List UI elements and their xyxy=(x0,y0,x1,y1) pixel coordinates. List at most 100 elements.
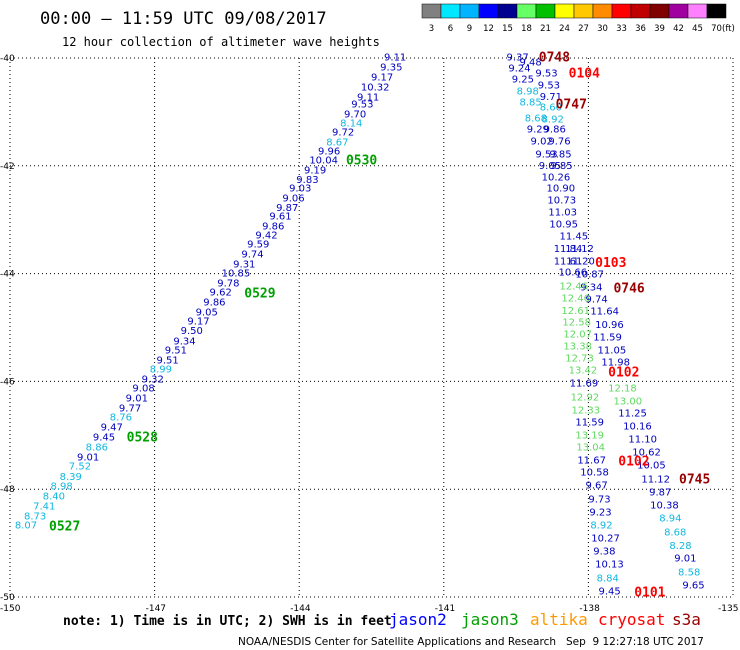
color-scale-label: 30 xyxy=(597,24,608,34)
color-scale-swatch xyxy=(459,3,480,19)
swh-label: 9.11 xyxy=(357,92,379,103)
swh-label: 9.85 xyxy=(549,149,571,160)
swh-label: 11.45 xyxy=(559,231,588,242)
legend-item-cryosat: cryosat xyxy=(598,610,665,629)
swh-label: 8.94 xyxy=(659,513,681,524)
swh-label: 10.73 xyxy=(547,195,576,206)
color-scale-label: 33 xyxy=(616,24,627,34)
legend-item-jason3: jason3 xyxy=(461,610,519,629)
swh-label: 9.05 xyxy=(196,307,218,318)
swh-label: 11.20 xyxy=(566,257,595,268)
swh-label: 9.62 xyxy=(210,287,232,298)
swh-label: 11.03 xyxy=(548,208,577,219)
swh-label: 12.73 xyxy=(565,354,594,365)
swh-label: 10.95 xyxy=(549,220,578,231)
swh-label: 10.26 xyxy=(542,173,571,184)
time-label: 0746 xyxy=(613,282,644,297)
swh-label: 10.13 xyxy=(595,560,624,571)
color-scale-swatch xyxy=(706,3,727,19)
color-scale-swatch xyxy=(478,3,499,19)
color-scale-swatch xyxy=(630,3,651,19)
swh-label: 9.45 xyxy=(599,587,621,598)
swh-label: 9.72 xyxy=(332,127,354,138)
swh-label: 9.38 xyxy=(593,547,615,558)
swh-label: 12.33 xyxy=(572,405,601,416)
color-scale-swatch xyxy=(573,3,594,19)
time-label: 0101 xyxy=(634,586,665,601)
color-scale-unit: (ft) xyxy=(722,24,735,34)
swh-label: 8.85 xyxy=(519,98,541,109)
swh-label: 9.86 xyxy=(544,125,566,136)
time-label: 0530 xyxy=(346,153,377,168)
swh-label: 8.67 xyxy=(326,138,348,149)
swh-label: 9.45 xyxy=(93,432,115,443)
color-scale-label: 18 xyxy=(521,24,532,34)
swh-label: 11.61 xyxy=(554,257,583,268)
plot-grid xyxy=(9,57,734,598)
swh-label: 12.46 xyxy=(559,281,588,292)
swh-label: 13.00 xyxy=(613,396,642,407)
swh-label: 9.85 xyxy=(550,161,572,172)
y-tick-label: -50 xyxy=(0,593,15,603)
legend-item-altika: altika xyxy=(530,610,588,629)
swh-label: 9.35 xyxy=(380,63,402,74)
color-scale-label: 45 xyxy=(692,24,703,34)
color-scale-label: 3 xyxy=(429,24,434,34)
swh-label: 13.19 xyxy=(575,430,604,441)
swh-label: 9.19 xyxy=(304,166,326,177)
swh-label: 11.98 xyxy=(601,357,630,368)
swh-label: 8.68 xyxy=(664,527,686,538)
swh-label: 12.07 xyxy=(563,329,592,340)
time-label: 0528 xyxy=(127,430,158,445)
swh-label: 9.83 xyxy=(296,175,318,186)
legend-item-jason2: jason2 xyxy=(389,610,447,629)
swh-label: 9.25 xyxy=(512,75,534,86)
swh-label: 9.96 xyxy=(318,147,340,158)
color-scale-swatch xyxy=(421,3,442,19)
swh-label: 9.74 xyxy=(241,250,263,261)
swh-label: 9.11 xyxy=(384,52,406,63)
swh-label: 9.48 xyxy=(519,57,541,68)
swh-label: 11.69 xyxy=(570,379,599,390)
swh-label: 8.14 xyxy=(340,119,362,130)
color-scale-swatch xyxy=(687,3,708,19)
x-tick-label: -150 xyxy=(0,604,21,614)
swh-label: 11.67 xyxy=(577,456,606,467)
color-scale-swatch xyxy=(668,3,689,19)
swh-label: 8.28 xyxy=(669,541,691,552)
swh-label: 9.42 xyxy=(255,230,277,241)
swh-label: 13.04 xyxy=(576,443,605,454)
color-scale-swatch xyxy=(649,3,670,19)
time-label: 0745 xyxy=(679,472,710,487)
swh-label: 11.12 xyxy=(565,244,594,255)
swh-label: 9.77 xyxy=(119,403,141,414)
swh-label: 9.74 xyxy=(586,294,608,305)
swh-label: 10.32 xyxy=(361,83,390,94)
swh-label: 10.04 xyxy=(309,155,338,166)
y-tick-label: -42 xyxy=(0,162,15,172)
swh-label: 9.65 xyxy=(682,581,704,592)
swh-label: 8.98 xyxy=(517,86,539,97)
swh-label: 11.84 xyxy=(554,244,583,255)
satellite-legend: jason2 jason3 altika cryosat s3a xyxy=(389,610,701,629)
swh-label: 7.41 xyxy=(33,501,55,512)
swh-label: 11.12 xyxy=(641,474,670,485)
swh-label: 8.84 xyxy=(597,574,619,585)
swh-label: 9.50 xyxy=(181,326,203,337)
color-scale-swatch xyxy=(554,3,575,19)
swh-labels: 9.119.359.1710.329.119.539.708.149.728.6… xyxy=(15,52,705,597)
y-tick-label: -46 xyxy=(0,377,15,387)
time-labels: 0530 0529 0528 0527 0748 0104 0747 0103 0746 0102… xyxy=(49,50,710,600)
swh-label: 8.07 xyxy=(15,520,37,531)
swh-label: 12.92 xyxy=(571,393,600,404)
swh-label: 9.29 xyxy=(527,125,549,136)
swh-label: 8.58 xyxy=(678,568,700,579)
swh-label: 7.52 xyxy=(69,462,91,473)
swh-label: 11.64 xyxy=(590,306,619,317)
time-label: 0102 xyxy=(608,366,639,381)
swh-label: 9.51 xyxy=(157,355,179,366)
swh-label: 11.05 xyxy=(598,346,627,357)
color-scale-swatch xyxy=(516,3,537,19)
color-scale-label: 42 xyxy=(673,24,684,34)
swh-label: 9.01 xyxy=(77,452,99,463)
